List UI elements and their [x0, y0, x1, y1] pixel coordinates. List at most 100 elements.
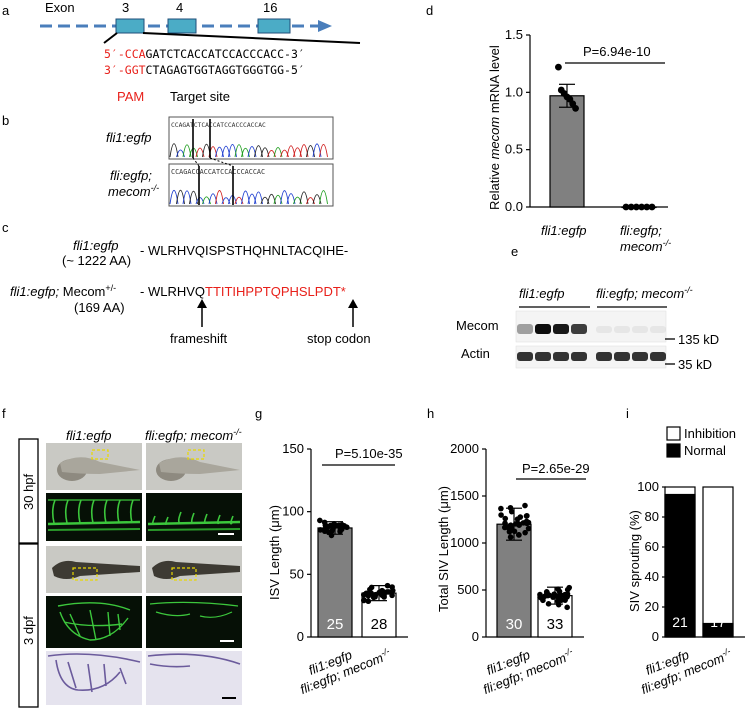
data-point: [562, 593, 569, 600]
panel-e-western-blot: fli1:egfp fli:egfp; mecom-/- Mecom Actin…: [456, 285, 719, 372]
chart-1-ytick-label: 100: [282, 504, 304, 519]
bar-normal-0: [664, 493, 696, 638]
data-point: [555, 586, 561, 592]
bar-normal-1: [702, 622, 734, 638]
zoom-line-right: [142, 32, 361, 44]
chart-2-ytick-label: 500: [457, 582, 479, 597]
exon-box-4: [167, 18, 197, 34]
chart-g-ylabel: ISV Length (μm): [267, 505, 282, 600]
blot-band-mecom-faint: [650, 326, 666, 333]
data-point: [516, 532, 522, 538]
blot-band-actin: [650, 352, 666, 361]
stage-label-3dpf: 3 dpf: [21, 616, 36, 645]
panel-letter-g: g: [255, 406, 262, 421]
chromatogram-peak: [215, 190, 224, 205]
sequence-bottom: 3′-GGTCTAGAGTGGTAGGTGGGTGG-5′: [104, 63, 305, 77]
vessel-isv: [129, 499, 134, 524]
vessel-isv: [90, 499, 95, 524]
data-point: [333, 522, 339, 529]
vessel-isv: [151, 515, 156, 525]
deletion-dotted-right: [209, 157, 234, 167]
data-point: [522, 502, 528, 509]
blot-band-actin: [596, 352, 612, 361]
data-point: [638, 203, 645, 211]
data-point: [507, 522, 514, 529]
data-point: [545, 601, 552, 607]
blot-band-mecom-faint: [632, 326, 648, 333]
chart-h-pvalue: P=2.65e-29: [522, 461, 590, 476]
vessel-isv: [203, 513, 208, 524]
chart-0-ytick-label: 1.0: [505, 84, 523, 99]
vessel-isv: [190, 512, 195, 524]
data-point: [523, 518, 530, 525]
blot-band-actin: [553, 352, 569, 361]
bar-n-label-0: 25: [327, 616, 344, 633]
trace-sequence-mut: CCAGACCACCATCCACCCACCAC: [171, 168, 265, 176]
protein-mut-sequence: - WLRHVQTTITIHPPTQPHSLPDT*: [140, 284, 346, 299]
vessel-vein: [47, 528, 141, 531]
data-point: [648, 203, 656, 211]
bar-n-label-1: 28: [371, 616, 388, 633]
siv-vessels-mut: [149, 601, 239, 618]
panel-c-protein: fli1:egfp (~ 1222 AA) - WLRHVQISPSTHQHNL…: [10, 238, 371, 346]
isv-vessels-mut: [147, 511, 241, 531]
frameshift-label: frameshift: [170, 331, 227, 346]
chart-1-ytick-label: 50: [290, 566, 304, 581]
ap-vessels-mut: [147, 653, 241, 668]
data-point: [384, 582, 391, 589]
chromatogram-peak: [189, 190, 198, 205]
data-point: [551, 591, 557, 597]
chart-3-ytick-label: 80: [645, 509, 659, 524]
chart-0-ytick-label: 1.5: [505, 27, 523, 42]
chart-i-ylabel: SIV sprouting (%): [627, 510, 642, 612]
exon-word: Exon: [45, 0, 75, 15]
chart-2-ytick-label: 1500: [450, 488, 479, 503]
panel-letter-b: b: [2, 113, 9, 128]
data-point: [380, 588, 386, 595]
bar-0: [549, 95, 585, 208]
chart-g-isv: ISV Length (μm) P=5.10e-35 0 50 100 150 25 28: [267, 441, 408, 644]
data-point: [502, 520, 508, 526]
bar-inhibition-1: [702, 486, 734, 638]
mw-label-135: 135 kD: [678, 332, 719, 347]
zoom-box-wt-3dpf: [72, 567, 98, 581]
data-point: [366, 589, 373, 596]
embryo-body-mut: [159, 457, 240, 474]
data-point: [633, 203, 640, 211]
chart-h-siv: Total SIV Length (μm) P=2.65e-29 0 500 100…: [436, 441, 590, 644]
zoom-box-wt-30hpf: [91, 449, 109, 460]
chart-d-pvalue: P=6.94e-10: [583, 44, 651, 59]
bar-n-label-1: 33: [547, 616, 564, 633]
chart-d-ylabel: Relative mecom mRNA level: [487, 45, 502, 210]
protein-wt-length: (~ 1222 AA): [62, 253, 131, 268]
data-point: [368, 584, 375, 591]
panel-letter-h: h: [427, 406, 434, 421]
protein-wt-name: fli1:egfp: [73, 238, 119, 253]
vessel-axial: [47, 520, 141, 526]
data-point: [384, 589, 390, 595]
exon-number-3: 3: [122, 0, 129, 15]
data-point: [339, 521, 345, 528]
stage-box-3dpf: [18, 543, 39, 708]
target-site-label: Target site: [170, 89, 230, 104]
vessel-isv: [177, 511, 182, 524]
data-point: [544, 589, 550, 596]
data-point: [525, 525, 532, 532]
data-point: [555, 63, 562, 71]
chromatogram-peak: [319, 143, 328, 158]
trace-label-wt: fli1:egfp: [106, 130, 152, 145]
trace-label-mut-line1: fli:egfp;: [110, 168, 152, 183]
panel-letter-f: f: [2, 406, 6, 421]
blot-band-mecom-faint: [614, 326, 630, 333]
data-point: [564, 604, 570, 611]
siv-vessels-wt: [57, 602, 131, 641]
chromatogram-mut-peaks: [169, 189, 328, 205]
bar-n-label-0: 30: [506, 616, 523, 633]
blot-group-1: fli1:egfp: [519, 286, 565, 301]
chromatogram-peak: [176, 149, 185, 158]
blot-band-actin: [535, 352, 551, 361]
panel-letter-i: i: [626, 406, 629, 421]
chart-2-ytick-label: 2000: [450, 441, 479, 456]
data-point: [322, 522, 329, 528]
chart-h-ylabel: Total SIV Length (μm): [436, 486, 451, 612]
